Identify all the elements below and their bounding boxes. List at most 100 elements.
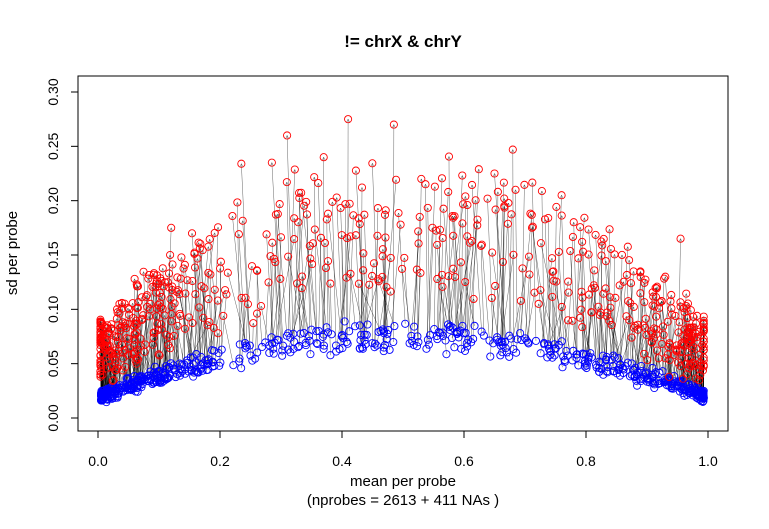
arrow-shaft <box>451 241 473 339</box>
end-point <box>96 327 105 336</box>
end-point <box>444 187 453 197</box>
arrow-shaft <box>465 236 468 333</box>
end-point <box>108 352 117 361</box>
end-point <box>386 287 395 296</box>
end-point <box>659 330 668 339</box>
end-point <box>155 351 164 360</box>
arrow-head <box>380 255 385 261</box>
end-point <box>112 314 121 323</box>
end-point <box>96 356 105 365</box>
end-point <box>199 313 208 322</box>
arrow-head <box>218 267 223 273</box>
end-point <box>152 277 161 286</box>
end-point <box>623 242 632 251</box>
arrow-shaft <box>480 245 485 336</box>
end-point <box>691 329 700 338</box>
arrow-head <box>495 191 500 196</box>
start-point <box>410 322 419 331</box>
start-point <box>531 336 541 345</box>
end-point <box>200 284 209 293</box>
arrow-shaft <box>619 285 631 377</box>
end-point <box>195 244 204 253</box>
end-point <box>568 232 577 242</box>
end-point <box>603 308 612 317</box>
end-point <box>262 230 271 239</box>
arrow-head <box>230 215 235 220</box>
end-point <box>699 337 708 346</box>
end-point <box>675 318 684 327</box>
start-point <box>235 354 244 363</box>
end-point <box>591 230 600 239</box>
arrow-head <box>416 242 421 248</box>
arrow-shaft <box>157 329 163 372</box>
start-point <box>150 378 159 387</box>
arrow-shaft <box>116 308 123 389</box>
arrow-head <box>565 292 570 297</box>
arrow-shaft <box>541 191 545 345</box>
start-point <box>338 330 347 340</box>
arrow-head <box>628 302 632 307</box>
arrow-head <box>623 315 628 321</box>
end-point <box>96 370 105 379</box>
arrow-head <box>324 218 329 224</box>
arrow-shaft <box>336 197 343 336</box>
end-point <box>449 231 458 240</box>
end-point <box>179 264 188 273</box>
start-point <box>684 380 693 389</box>
arrow-head <box>608 296 613 302</box>
end-point <box>528 222 537 231</box>
arrow-shaft <box>345 204 347 342</box>
end-point <box>316 233 325 242</box>
end-point <box>204 295 213 304</box>
start-point <box>217 345 226 354</box>
end-point <box>578 293 587 302</box>
end-point <box>223 268 232 277</box>
end-point <box>264 278 273 287</box>
end-point <box>108 376 117 385</box>
arrow-shaft <box>456 242 471 334</box>
end-point <box>221 286 230 295</box>
arrow-shaft <box>548 292 569 346</box>
end-point <box>345 199 354 208</box>
end-point <box>276 233 286 242</box>
end-point <box>520 180 529 189</box>
arrow-shaft <box>382 287 387 330</box>
end-point <box>133 355 143 364</box>
arrow-head <box>296 221 301 227</box>
end-point <box>219 311 228 320</box>
end-point <box>649 292 658 301</box>
end-point <box>96 358 105 367</box>
end-point <box>548 267 557 276</box>
start-point <box>645 378 654 387</box>
arrow-shaft <box>443 208 454 328</box>
arrow-head <box>321 156 326 161</box>
end-point <box>699 326 708 335</box>
start-point <box>422 344 431 353</box>
end-point <box>97 338 107 348</box>
arrow-head <box>357 223 362 228</box>
end-point <box>378 245 387 254</box>
end-point <box>660 274 669 283</box>
start-point <box>407 336 416 346</box>
start-point <box>246 351 255 360</box>
arrow-head <box>520 267 525 273</box>
arrow-head <box>150 344 154 349</box>
arrow-head <box>215 332 220 338</box>
arrow-head <box>599 312 604 317</box>
end-point <box>124 334 133 343</box>
arrow-head <box>162 285 166 291</box>
end-point <box>474 165 483 174</box>
end-point <box>469 294 478 304</box>
arrow-head <box>351 214 356 220</box>
arrow-head <box>612 253 617 259</box>
arrow-shaft <box>355 235 361 341</box>
arrow-shaft <box>404 257 410 344</box>
end-point <box>282 178 291 187</box>
end-point <box>467 180 477 190</box>
end-point <box>310 173 319 182</box>
end-point <box>247 262 257 271</box>
arrow-head <box>680 350 685 356</box>
end-point <box>142 291 151 300</box>
start-point <box>203 356 212 365</box>
arrow-head <box>580 326 585 331</box>
